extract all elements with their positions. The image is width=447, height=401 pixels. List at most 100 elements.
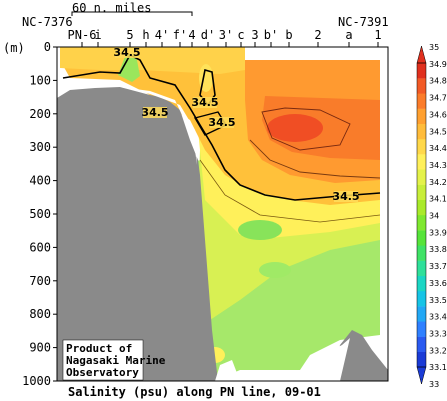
station-label: i (94, 28, 101, 42)
colorbar-swatch (417, 230, 426, 246)
region-surface (60, 47, 245, 74)
colorbar-label: 34.3 (429, 161, 447, 170)
y-axis-label: (m) (3, 41, 25, 55)
colorbar-label: 34.9 (429, 60, 447, 69)
contour-label-bg (115, 47, 139, 58)
contour-label: 34.5 (208, 116, 235, 129)
colorbar-label: 33.4 (429, 313, 447, 322)
colorbar-bottom-arrow (416, 366, 427, 385)
colorbar-swatch (417, 336, 426, 352)
contour-thin-1 (249, 139, 381, 179)
station-label: f' (173, 28, 187, 42)
contour-label: 34.5 (141, 106, 168, 119)
colorbar-swatch (417, 215, 426, 231)
nodata-right (312, 338, 350, 381)
colorbar-label: 35 (429, 43, 439, 52)
colorbar-swatch (417, 306, 426, 322)
colorbar-swatch (417, 78, 426, 94)
colorbar-swatch (417, 93, 426, 109)
contour-34-5-shelf (62, 53, 381, 201)
colorbar-label: 34 (429, 212, 439, 221)
colorbar-label: 34.8 (429, 77, 447, 86)
station-label: b' (264, 28, 278, 42)
colorbar-label: 33.1 (429, 363, 447, 372)
credit-text: Product of Nagasaki Marine Observatory (66, 342, 172, 379)
colorbar-label: 34.6 (429, 110, 447, 119)
colorbar: 33 33.1 33.2 33.3 33.4 33.5 33.6 33.7 33.8 33.9 34… (416, 43, 447, 389)
station-label: PN-6 (68, 28, 97, 42)
y-tick-label: 200 (29, 107, 51, 121)
scale-bar (71, 11, 193, 16)
colorbar-label: 33.5 (429, 296, 447, 305)
seafloor-right (330, 330, 388, 381)
y-tick-label: 800 (29, 307, 51, 321)
contour-label: 34.5 (113, 46, 140, 59)
colorbar-frame (416, 62, 427, 368)
contour-label-bg (334, 191, 358, 202)
colorbar-label: 34.4 (429, 144, 447, 153)
colorbar-swatch (417, 63, 426, 79)
y-tick-label: 700 (29, 274, 51, 288)
colorbar-swatch (417, 184, 426, 200)
colorbar-swatch (417, 123, 426, 140)
station-label: 3' (219, 28, 233, 42)
contour-label: 34.5 (191, 96, 218, 109)
y-tick-label: 0 (44, 40, 51, 54)
contour-label-bg (210, 117, 234, 128)
contour-thin-2 (261, 107, 351, 151)
colorbar-swatch (417, 169, 426, 185)
credit-box (62, 339, 144, 381)
colorbar-label: 33.3 (429, 329, 447, 338)
y-tick-label: 300 (29, 140, 51, 154)
colorbar-swatch (417, 108, 426, 124)
y-tick-label: 900 (29, 341, 51, 355)
colorbar-label: 33.9 (429, 228, 447, 237)
station-label: a (345, 28, 352, 42)
contour-label-bg (143, 107, 167, 118)
y-tick-label: 100 (29, 73, 51, 87)
colorbar-label: 34.1 (429, 195, 447, 204)
station-label: c (237, 28, 244, 42)
region-34-9-core (267, 114, 323, 142)
salinity-field (57, 47, 388, 381)
contour-thin-3 (199, 159, 381, 223)
contour-label-bg (193, 97, 217, 108)
contour-label: 34.5 (332, 190, 359, 203)
colorbar-swatch (417, 139, 426, 155)
chart-title: Salinity (psu) along PN line, 09-01 (68, 385, 321, 399)
end-label-left: NC-7376 (22, 15, 73, 29)
y-tick-label: 600 (29, 240, 51, 254)
station-label: h (142, 28, 149, 42)
colorbar-swatch (417, 351, 426, 368)
colorbar-label: 33.6 (429, 279, 447, 288)
station-label: 1 (374, 28, 381, 42)
colorbar-label: 34.7 (429, 94, 447, 103)
y-tick-label: 1000 (22, 374, 51, 388)
nodata-bottom (215, 360, 240, 381)
colorbar-label: 34.2 (429, 178, 447, 187)
colorbar-label: 33.2 (429, 346, 447, 355)
end-label-right: NC-7391 (338, 15, 389, 29)
station-label: 3 (251, 28, 258, 42)
seafloor-left (57, 87, 218, 381)
colorbar-swatch (417, 154, 426, 170)
colorbar-swatch (417, 260, 426, 276)
colorbar-top-arrow (416, 45, 427, 64)
colorbar-label: 33.7 (429, 262, 447, 271)
colorbar-swatch (417, 291, 426, 307)
colorbar-swatch (417, 199, 426, 216)
station-label: b (285, 28, 292, 42)
colorbar-swatch (417, 275, 426, 292)
colorbar-swatch (417, 321, 426, 337)
station-label: 4 (188, 28, 195, 42)
patch-a (238, 220, 282, 240)
station-label: 5 (126, 28, 133, 42)
colorbar-swatch (417, 245, 426, 261)
y-tick-label: 500 (29, 207, 51, 221)
y-tick-label: 400 (29, 174, 51, 188)
station-label: d' (201, 28, 215, 42)
colorbar-label: 33.8 (429, 245, 447, 254)
colorbar-label: 34.5 (429, 127, 447, 136)
colorbar-label: 33 (429, 380, 439, 389)
